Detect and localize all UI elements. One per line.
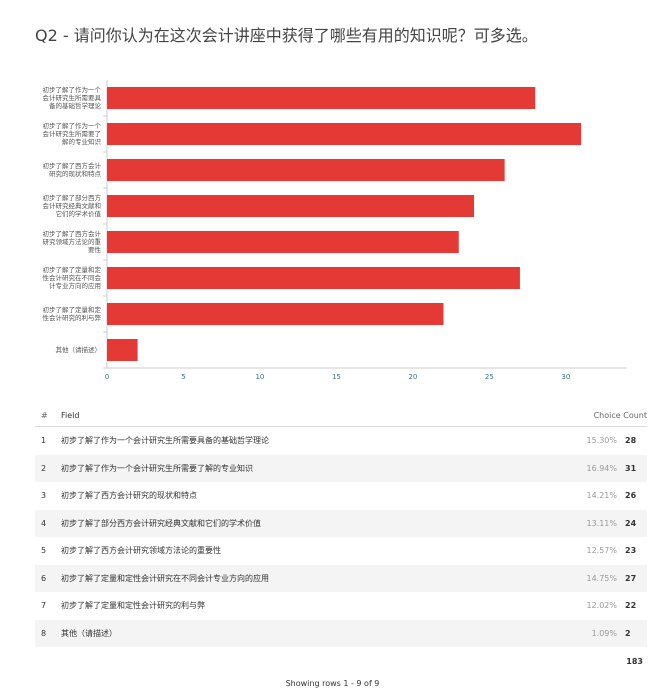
row-count: 2: [625, 628, 631, 638]
row-percent: 1.09%: [591, 628, 617, 638]
table-row: 7 初步了解了定量和定性会计研究的利与弊 12.02% 22: [35, 592, 647, 620]
bar: [107, 339, 138, 361]
row-percent: 13.11%: [586, 518, 617, 528]
row-count: 27: [625, 573, 637, 583]
bar: [107, 231, 459, 253]
row-percent: 12.02%: [586, 601, 617, 611]
results-table: # Field Choice Count 1 初步了解了作为一个会计研究生所需要具…: [35, 404, 647, 647]
category-label: 初步了解了定量和定性会计研究的利与弊: [43, 305, 102, 322]
x-tick-label: 25: [485, 373, 494, 381]
row-field: 初步了解了西方会计研究的现状和特点: [61, 491, 197, 501]
row-index: 7: [41, 601, 47, 611]
row-count: 28: [625, 436, 637, 446]
row-field: 初步了解了西方会计研究领域方法论的重要性: [61, 546, 221, 556]
x-tick-label: 0: [105, 373, 109, 381]
row-count: 31: [625, 463, 637, 473]
row-field: 初步了解了定量和定性会计研究在不同会计专业方向的应用: [61, 573, 269, 583]
table-header: # Field Choice Count: [35, 404, 647, 427]
row-index: 1: [41, 436, 47, 446]
header-field: Field: [61, 410, 80, 420]
row-percent: 15.30%: [586, 436, 617, 446]
bar: [107, 267, 520, 289]
row-index: 5: [41, 546, 47, 556]
bar: [107, 87, 536, 109]
question-title: Q2 - 请问你认为在这次会计讲座中获得了哪些有用的知识呢？可多选。: [35, 26, 538, 45]
category-label: 初步了解了西方会计研究领域方法论的重要性: [43, 229, 102, 254]
table-row: 1 初步了解了作为一个会计研究生所需要具备的基础哲学理论 15.30% 28: [35, 427, 647, 455]
category-label: 初步了解了作为一个会计研究生所需要了解的专业知识: [43, 121, 102, 146]
row-count: 22: [625, 601, 637, 611]
x-tick-label: 20: [408, 373, 417, 381]
table-row: 8 其他（请描述） 1.09% 2: [35, 619, 647, 647]
row-index: 8: [41, 628, 47, 638]
bar-chart: 初步了解了作为一个会计研究生所需要具备的基础哲学理论初步了解了作为一个会计研究生…: [43, 80, 627, 381]
table-row: 4 初步了解了部分西方会计研究经典文献和它们的学术价值 13.11% 24: [35, 509, 647, 537]
category-label: 初步了解了作为一个会计研究生所需要具备的基础哲学理论: [43, 85, 102, 110]
row-percent: 14.21%: [586, 491, 617, 501]
x-tick-label: 5: [181, 373, 185, 381]
row-percent: 12.57%: [586, 546, 617, 556]
row-index: 3: [41, 491, 47, 501]
showing-rows: Showing rows 1 - 9 of 9: [285, 679, 380, 688]
row-count: 24: [625, 518, 637, 528]
row-count: 23: [625, 546, 637, 556]
table-row: 3 初步了解了西方会计研究的现状和特点 14.21% 26: [35, 482, 647, 510]
row-index: 4: [41, 518, 47, 528]
table-row: 6 初步了解了定量和定性会计研究在不同会计专业方向的应用 14.75% 27: [35, 564, 647, 592]
category-label: 初步了解了西方会计研究的现状和特点: [43, 161, 102, 178]
x-tick-label: 30: [561, 373, 570, 381]
bar: [107, 195, 475, 217]
row-index: 6: [41, 573, 47, 583]
category-label: 其他（请描述）: [56, 345, 102, 354]
row-field: 初步了解了作为一个会计研究生所需要了解的专业知识: [61, 463, 253, 473]
x-tick-label: 10: [255, 373, 264, 381]
row-field: 其他（请描述）: [61, 628, 117, 638]
table-row: 2 初步了解了作为一个会计研究生所需要了解的专业知识 16.94% 31: [35, 454, 647, 482]
header-index: #: [41, 410, 48, 420]
x-tick-label: 15: [332, 373, 341, 381]
header-choice-count: Choice Count: [593, 410, 647, 420]
row-percent: 14.75%: [586, 573, 617, 583]
category-label: 初步了解了部分西方会计研究经典文献和它们的学术价值: [43, 193, 102, 218]
bar: [107, 303, 444, 325]
total-count: 183: [626, 657, 643, 666]
row-count: 26: [625, 491, 637, 501]
row-field: 初步了解了部分西方会计研究经典文献和它们的学术价值: [61, 518, 261, 528]
table-row: 5 初步了解了西方会计研究领域方法论的重要性 12.57% 23: [35, 537, 647, 565]
row-index: 2: [41, 463, 47, 473]
bar: [107, 123, 582, 145]
bar: [107, 159, 505, 181]
category-label: 初步了解了定量和定性会计研究在不同会计专业方向的应用: [43, 265, 102, 290]
row-percent: 16.94%: [586, 463, 617, 473]
row-field: 初步了解了作为一个会计研究生所需要具备的基础哲学理论: [61, 436, 269, 446]
row-field: 初步了解了定量和定性会计研究的利与弊: [61, 601, 205, 611]
